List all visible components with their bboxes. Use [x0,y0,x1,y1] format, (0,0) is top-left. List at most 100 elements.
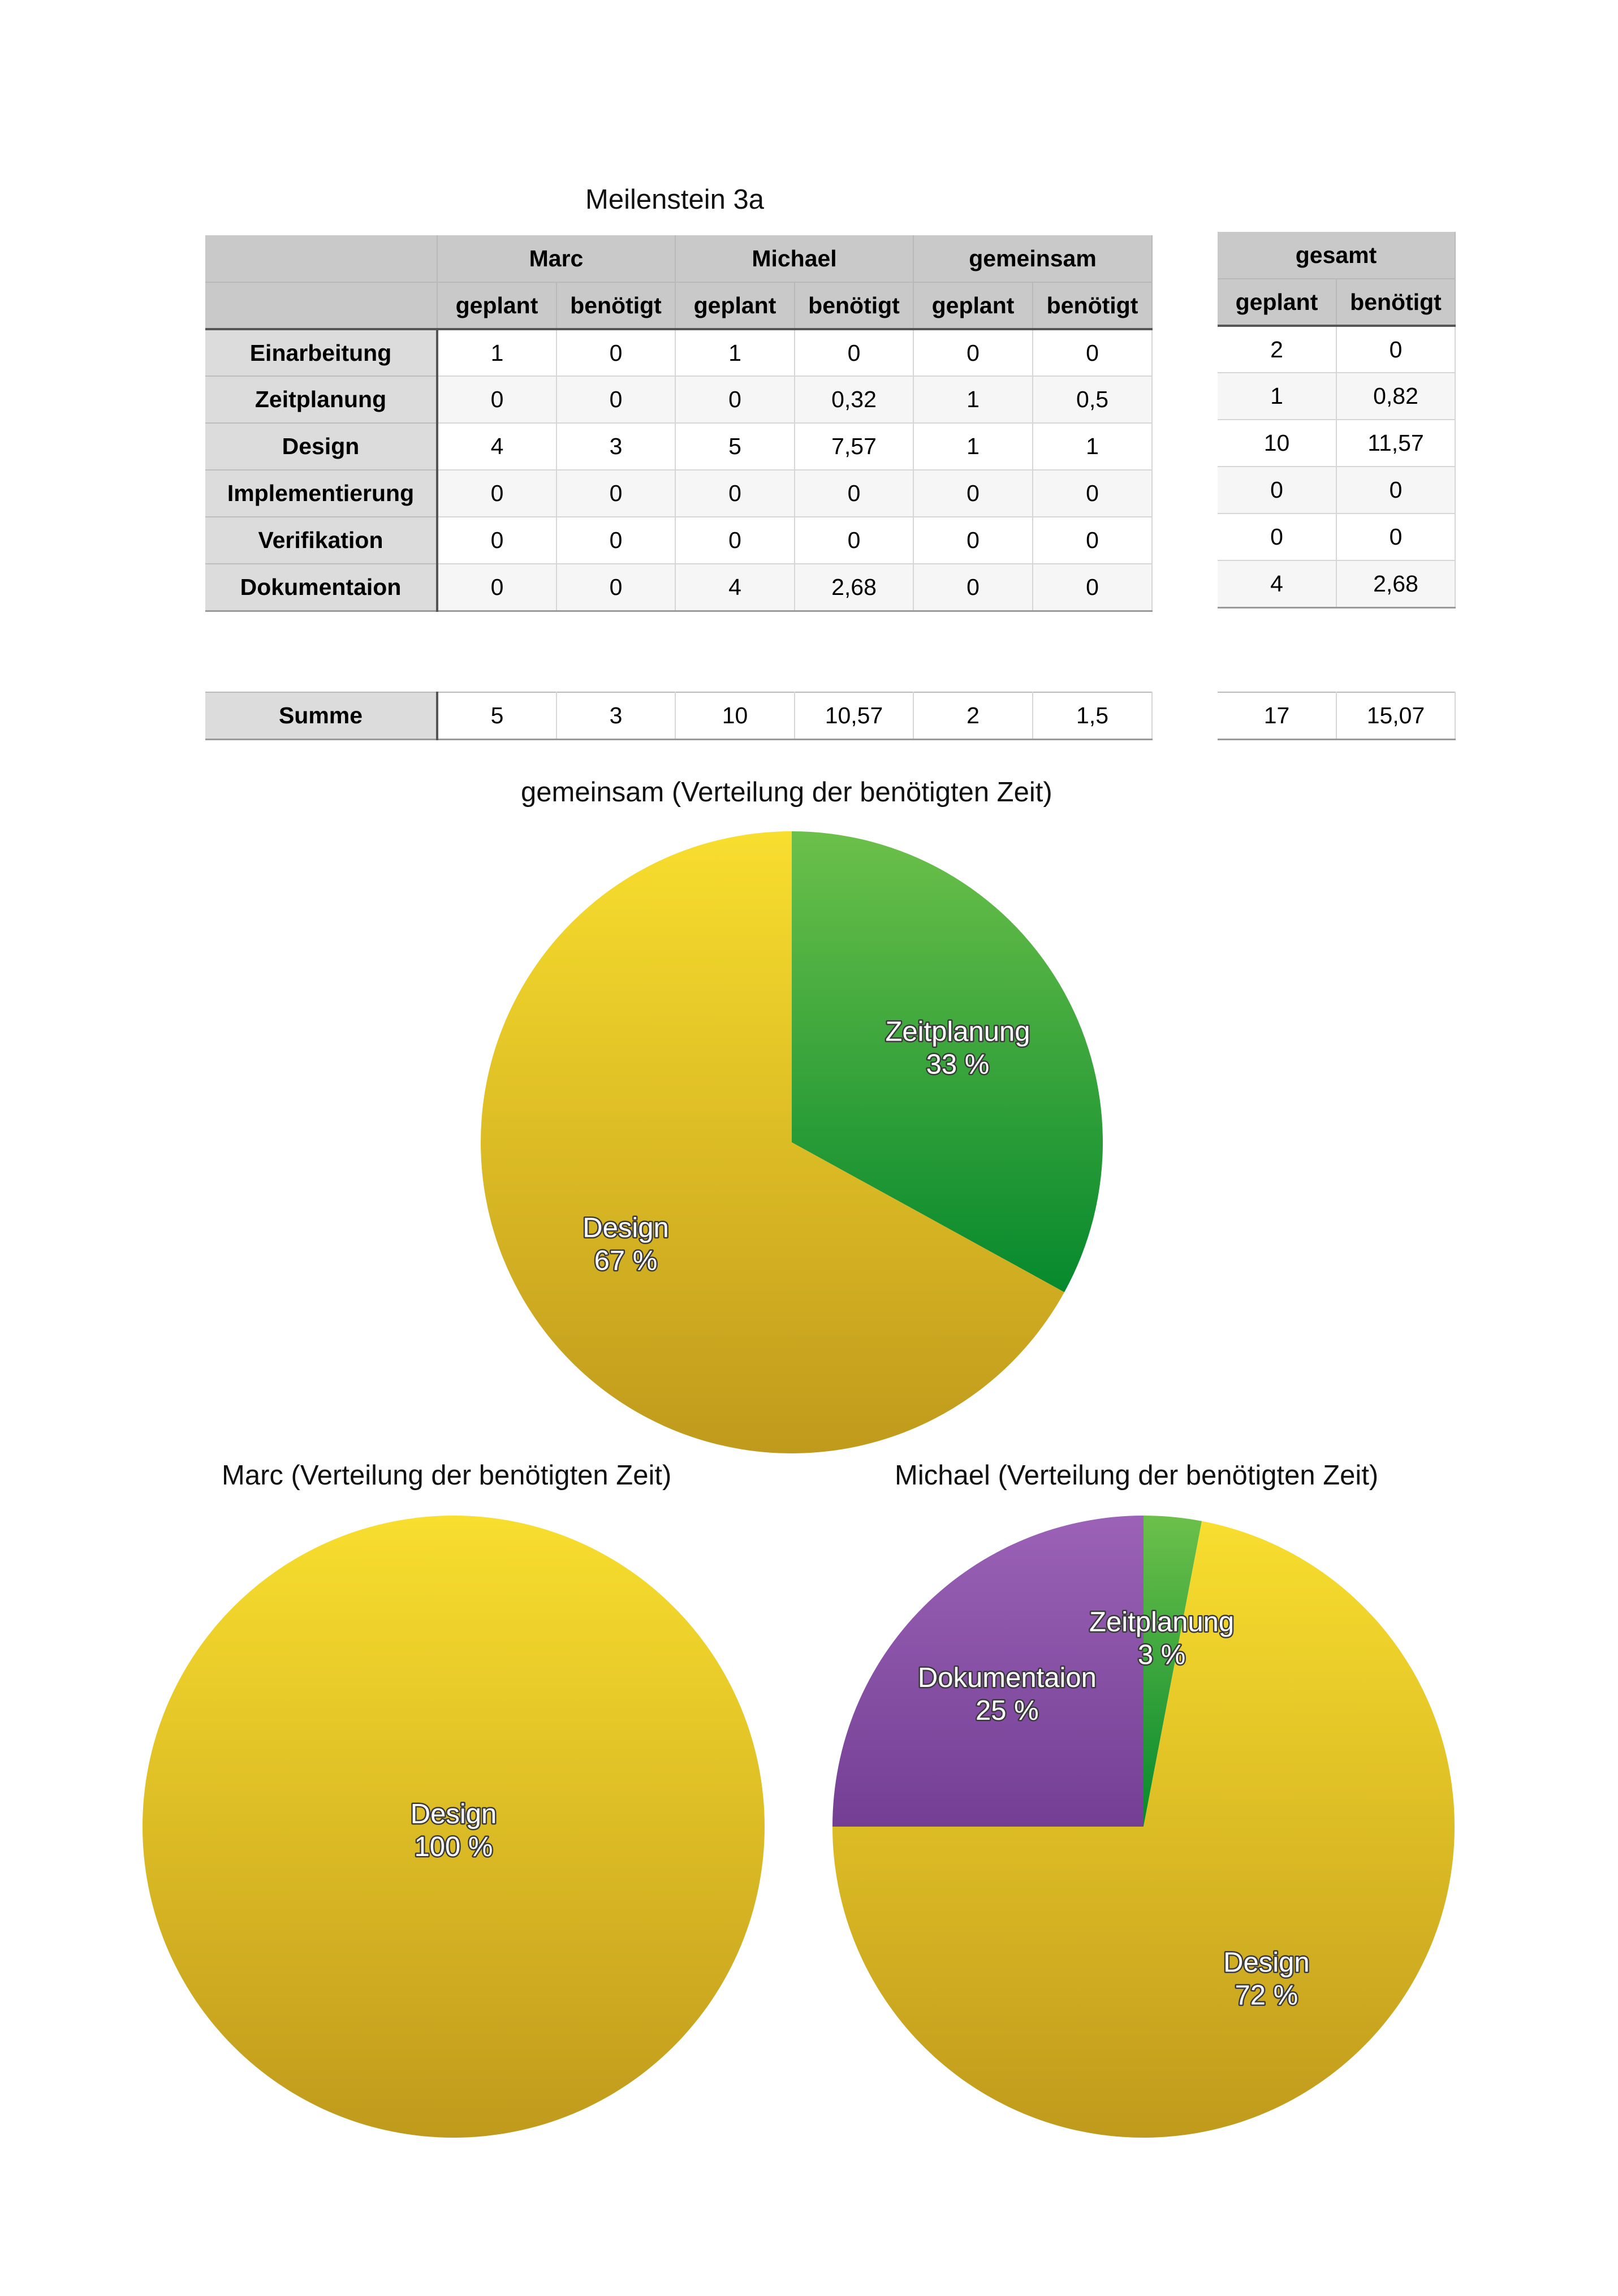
pie-slice-design [480,831,1064,1453]
main-table: Marc Michael gemeinsam geplant benötigt … [205,235,1153,612]
table-cell: 0 [913,329,1034,377]
chart-title-gemeinsam: gemeinsam (Verteilung der benötigten Zei… [521,777,1052,808]
table-row: Verifikation 0 0 0 0 0 0 [205,517,1153,564]
pie-slice-dokumentaion [832,1516,1144,1827]
row-label: Design [205,423,438,471]
slice-label: Design [411,1799,497,1829]
table-cell: 1 [437,329,557,377]
row-label: Verifikation [205,517,438,564]
table-cell: 0 [675,517,795,564]
table-row: 10 11,57 [1218,420,1456,467]
table-cell: 0 [1033,470,1153,517]
table-cell: 0,82 [1336,373,1456,420]
pie-slice-zeitplanung [792,831,1103,1292]
table-cell: 0 [556,329,676,377]
pie-slice-zeitplanung [1144,1516,1202,1827]
table-cell: 0 [556,517,676,564]
table-cell: 0 [675,470,795,517]
subheader-cell: benötigt [1336,279,1456,327]
table-cell: 1 [675,329,795,377]
table-cell: 0 [1336,467,1456,514]
table-cell: 5 [675,423,795,471]
sum-cell: 10 [675,692,795,740]
sum-cell: 10,57 [795,692,914,740]
total-table: gesamt geplant benötigt 2 0 1 0,82 10 11… [1218,232,1456,608]
table-title: Meilenstein 3a [585,184,764,215]
table-row: 2 0 [1218,326,1456,373]
slice-label: Zeitplanung [1089,1607,1234,1638]
slice-percent: 100 % [415,1832,493,1862]
table-row: 1 0,82 [1218,373,1456,420]
table-cell: 0 [1336,326,1456,373]
table-cell: 0 [556,564,676,612]
sum-table: Summe 5 3 10 10,57 2 1,5 [205,692,1153,740]
table-cell: 0 [913,564,1034,612]
pie-slice-design [832,1521,1455,2138]
table-cell: 0 [795,470,914,517]
table-cell: 1 [1218,373,1337,420]
table-cell: 0 [556,470,676,517]
subheader-cell: benötigt [1033,282,1153,330]
chart-title-michael: Michael (Verteilung der benötigten Zeit) [895,1460,1379,1491]
row-label: Implementierung [205,470,438,517]
slice-percent: 67 % [594,1246,658,1276]
subheader-cell: benötigt [556,282,676,330]
subheader-cell: benötigt [795,282,914,330]
table-cell: 1 [913,376,1034,424]
group-header-gemeinsam: gemeinsam [913,235,1153,283]
table-cell: 1 [1033,423,1153,471]
table-cell: 0 [1336,513,1456,561]
sum-label: Summe [205,692,438,740]
table-cell: 0,32 [795,376,914,424]
table-row: Dokumentaion 0 0 4 2,68 0 0 [205,564,1153,612]
group-header-gesamt: gesamt [1218,232,1456,279]
table-cell: 0 [437,470,557,517]
table-cell: 0 [795,329,914,377]
table-cell: 2 [1218,326,1337,373]
row-label: Dokumentaion [205,564,438,612]
row-label: Einarbeitung [205,329,438,377]
sum-row: 17 15,07 [1218,692,1456,740]
table-cell: 0 [1033,564,1153,612]
table-cell: 0 [437,564,557,612]
table-row: 4 2,68 [1218,560,1456,608]
slice-label: Zeitplanung [885,1016,1030,1047]
table-cell: 0 [913,517,1034,564]
sum-cell: 17 [1218,692,1337,740]
table-cell: 4 [675,564,795,612]
slice-percent: 72 % [1235,1980,1298,2011]
slice-percent: 33 % [926,1049,990,1080]
table-cell: 0 [437,376,557,424]
group-header-michael: Michael [675,235,914,283]
table-row: Einarbeitung 1 0 1 0 0 0 [205,329,1153,377]
table-cell: 4 [1218,560,1337,608]
table-cell: 0 [675,376,795,424]
table-cell: 4 [437,423,557,471]
subheader-cell: geplant [437,282,557,330]
table-cell: 0,5 [1033,376,1153,424]
subheader-cell: geplant [675,282,795,330]
table-cell: 2,68 [1336,560,1456,608]
sum-cell: 5 [437,692,557,740]
table-cell: 2,68 [795,564,914,612]
slice-percent: 25 % [976,1695,1039,1726]
sum-cell: 1,5 [1033,692,1153,740]
group-header-marc: Marc [437,235,676,283]
chart-title-marc: Marc (Verteilung der benötigten Zeit) [222,1460,672,1491]
subheader-cell: geplant [913,282,1034,330]
slice-label: Dokumentaion [918,1663,1097,1693]
slice-percent: 3 % [1138,1640,1185,1671]
subheader-cell: geplant [1218,279,1337,327]
table-cell: 0 [1033,329,1153,377]
sum-cell: 15,07 [1336,692,1456,740]
sum-cell: 3 [556,692,676,740]
table-cell: 0 [795,517,914,564]
table-cell: 0 [1218,467,1337,514]
table-cell: 11,57 [1336,420,1456,467]
corner-cell [205,282,438,330]
table-cell: 7,57 [795,423,914,471]
total-sum-table: 17 15,07 [1218,692,1456,740]
table-cell: 0 [913,470,1034,517]
